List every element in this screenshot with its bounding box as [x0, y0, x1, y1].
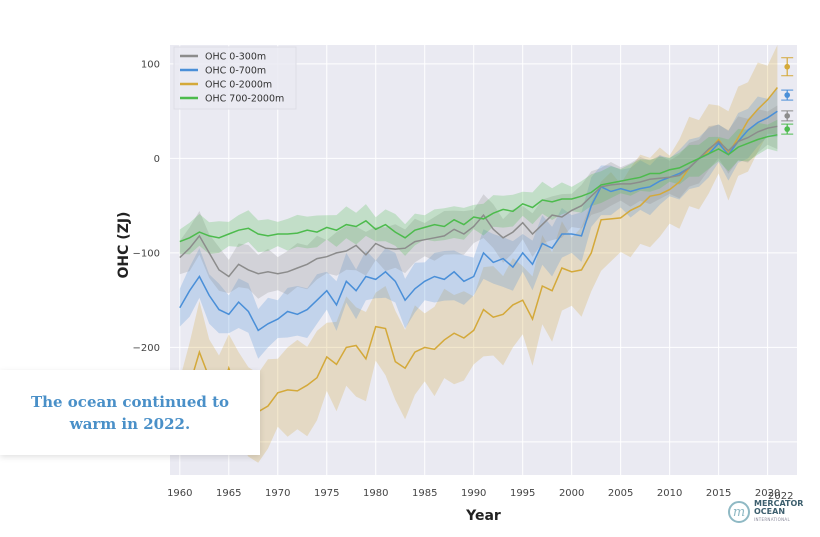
legend-label: OHC 700-2000m — [205, 94, 284, 105]
y-tick-label: 0 — [154, 154, 160, 165]
x-tick-label: 1990 — [461, 488, 486, 499]
line-ohc-0-2000m — [179, 87, 778, 420]
logo-text: MERCATOR OCEAN INTERNATIONAL — [754, 500, 803, 524]
band-ohc-0-300m — [179, 105, 778, 299]
y-tick-label: 100 — [141, 59, 160, 70]
x-tick-labels: 1960 1965 1970 1975 1980 1985 1990 1995 2000 2005… — [167, 488, 780, 499]
x-tick-label: 2020 — [755, 488, 780, 499]
mercator-ocean-logo: m MERCATOR OCEAN INTERNATIONAL — [728, 500, 803, 524]
x-tick-label: 2015 — [706, 488, 731, 499]
legend-label: OHC 0-700m — [205, 66, 266, 77]
x-tick-label: 1980 — [363, 488, 388, 499]
x-tick-label: 1960 — [167, 488, 192, 499]
x-tick-label: 1965 — [216, 488, 241, 499]
line-ohc-0-300m — [179, 125, 778, 278]
x-tick-label: 1985 — [412, 488, 437, 499]
plot-area — [170, 45, 797, 475]
line-ohc-700-2000m — [179, 134, 778, 243]
callout-box: The ocean continued to warm in 2022. — [0, 370, 260, 455]
marker-2022-ohc-0-700m — [784, 92, 791, 98]
y-tick-label: −200 — [133, 343, 160, 354]
x-tick-label: 2010 — [657, 488, 682, 499]
logo-line-3: INTERNATIONAL — [754, 517, 790, 522]
callout-line-1: The ocean continued to — [30, 392, 230, 411]
y-tick-labels: 100 0 −100 −200 — [133, 59, 160, 354]
x-tick-label: 2000 — [559, 488, 584, 499]
x-axis-title: Year — [465, 508, 501, 524]
series-lines — [179, 87, 778, 420]
legend-label: OHC 0-2000m — [205, 80, 272, 91]
markers-2022 — [781, 57, 794, 135]
x-tick-label: 1995 — [510, 488, 535, 499]
marker-2022-ohc-700-2000m — [784, 126, 791, 132]
x-tick-label: 2005 — [608, 488, 633, 499]
x-tick-2022: 2022 — [768, 491, 794, 502]
y-tick-label: −100 — [133, 248, 160, 259]
m-wave-logo-icon: m — [728, 501, 750, 523]
x-tick-label: 1975 — [314, 488, 339, 499]
logo-line-2: OCEAN — [754, 507, 786, 516]
legend: OHC 0-300m OHC 0-700m OHC 0-2000m OHC 700-2… — [173, 46, 297, 110]
line-ohc-0-700m — [179, 110, 778, 332]
grid-lines — [170, 45, 797, 475]
callout-line-2: warm in 2022. — [69, 414, 191, 433]
y-axis-title: OHC (ZJ) — [116, 212, 132, 279]
marker-2022-ohc-0-300m — [784, 113, 791, 119]
marker-2022-ohc-0-2000m — [784, 63, 791, 70]
band-ohc-700-2000m — [179, 119, 778, 256]
logo-line-1: MERCATOR — [754, 499, 804, 508]
x-tick-label: 1970 — [265, 488, 290, 499]
band-ohc-0-700m — [179, 87, 778, 359]
legend-label: OHC 0-300m — [205, 52, 266, 63]
